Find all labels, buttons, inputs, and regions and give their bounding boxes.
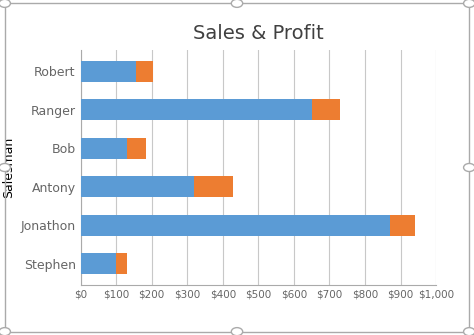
Bar xyxy=(81,253,116,274)
Y-axis label: Salesman: Salesman xyxy=(2,137,15,198)
Bar xyxy=(81,138,127,159)
Bar xyxy=(116,253,127,274)
Bar xyxy=(311,99,340,121)
Bar xyxy=(81,214,390,236)
Bar xyxy=(127,138,146,159)
Bar xyxy=(81,61,136,82)
Bar xyxy=(81,176,194,197)
Bar xyxy=(194,176,233,197)
Title: Sales & Profit: Sales & Profit xyxy=(193,24,324,43)
Bar xyxy=(136,61,154,82)
Bar xyxy=(81,99,311,121)
Bar xyxy=(390,214,415,236)
